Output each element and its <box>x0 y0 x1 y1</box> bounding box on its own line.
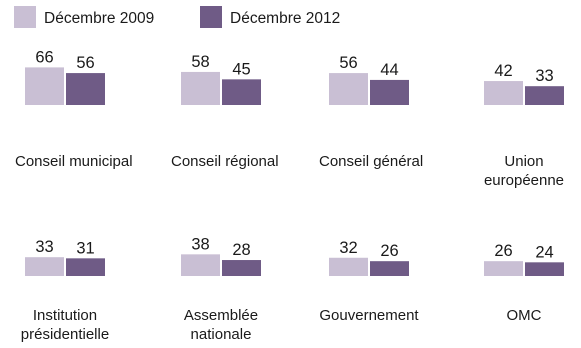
value-label-2009-omc: 26 <box>494 242 512 260</box>
bar-2012-institution-presidentielle <box>66 258 105 276</box>
bar-2009-conseil-regional <box>181 71 220 105</box>
value-label-2012-institution-presidentielle: 31 <box>76 239 94 257</box>
value-label-2009-conseil-general: 56 <box>339 54 357 72</box>
bar-2012-omc <box>525 262 564 276</box>
group-omc: 26 24 OMC <box>484 242 564 324</box>
bar-2009-gouvernement <box>329 257 368 276</box>
bar-2009-union-europeenne <box>484 81 523 105</box>
legend-swatch-2012 <box>200 6 222 28</box>
category-label-conseil-general: Conseil général <box>319 153 423 170</box>
legend: Décembre 2009 Décembre 2012 <box>14 6 340 28</box>
bar-2012-conseil-regional <box>222 79 261 105</box>
bar-2009-omc <box>484 261 523 276</box>
bar-2012-assemblee-nationale <box>222 260 261 276</box>
bar-2012-conseil-municipal <box>66 73 105 105</box>
bar-2009-assemblee-nationale <box>181 254 220 276</box>
value-label-2009-gouvernement: 32 <box>339 239 357 257</box>
bar-2009-conseil-general <box>329 73 368 105</box>
group-gouvernement: 32 26 Gouvernement <box>319 239 419 324</box>
bar-2012-gouvernement <box>370 261 409 276</box>
value-label-2012-conseil-general: 44 <box>380 61 398 79</box>
value-label-2009-conseil-regional: 58 <box>191 53 209 71</box>
group-conseil-general: 56 44 Conseil général <box>319 54 423 170</box>
group-institution-presidentielle: 33 31 Institution présidentielle <box>21 238 109 343</box>
group-union-europeenne: 42 33 Union européenne <box>484 62 564 189</box>
category-label-institution-presidentielle-line1: Institution <box>33 307 97 324</box>
value-label-2012-conseil-municipal: 56 <box>76 54 94 72</box>
value-label-2012-gouvernement: 26 <box>380 242 398 260</box>
legend-swatch-2009 <box>14 6 36 28</box>
bar-2009-conseil-municipal <box>25 67 64 105</box>
category-label-institution-presidentielle-line2: présidentielle <box>21 326 109 343</box>
bar-2012-conseil-general <box>370 79 409 105</box>
category-label-assemblee-nationale-line1: Assemblée <box>184 307 258 324</box>
value-label-2012-assemblee-nationale: 28 <box>232 241 250 259</box>
category-label-gouvernement: Gouvernement <box>319 307 419 324</box>
category-label-omc: OMC <box>507 307 542 324</box>
value-label-2009-institution-presidentielle: 33 <box>35 238 53 256</box>
value-label-2009-conseil-municipal: 66 <box>35 48 53 66</box>
group-conseil-regional: 58 45 Conseil régional <box>171 53 279 170</box>
category-label-assemblee-nationale-line2: nationale <box>191 326 252 343</box>
legend-label-2009: Décembre 2009 <box>44 10 154 27</box>
category-label-conseil-regional: Conseil régional <box>171 153 279 170</box>
category-label-conseil-municipal: Conseil municipal <box>15 153 133 170</box>
value-label-2012-union-europeenne: 33 <box>535 67 553 85</box>
bar-2012-union-europeenne <box>525 86 564 105</box>
value-label-2009-union-europeenne: 42 <box>494 62 512 80</box>
category-label-union-europeenne-line2: européenne <box>484 172 564 189</box>
value-label-2012-omc: 24 <box>535 243 553 261</box>
value-label-2012-conseil-regional: 45 <box>232 60 250 78</box>
category-label-union-europeenne-line1: Union <box>504 153 543 170</box>
group-conseil-municipal: 66 56 Conseil municipal <box>15 48 133 170</box>
legend-label-2012: Décembre 2012 <box>230 10 340 27</box>
group-assemblee-nationale: 38 28 Assemblée nationale <box>181 235 261 343</box>
bar-2009-institution-presidentielle <box>25 257 64 276</box>
value-label-2009-assemblee-nationale: 38 <box>191 235 209 253</box>
